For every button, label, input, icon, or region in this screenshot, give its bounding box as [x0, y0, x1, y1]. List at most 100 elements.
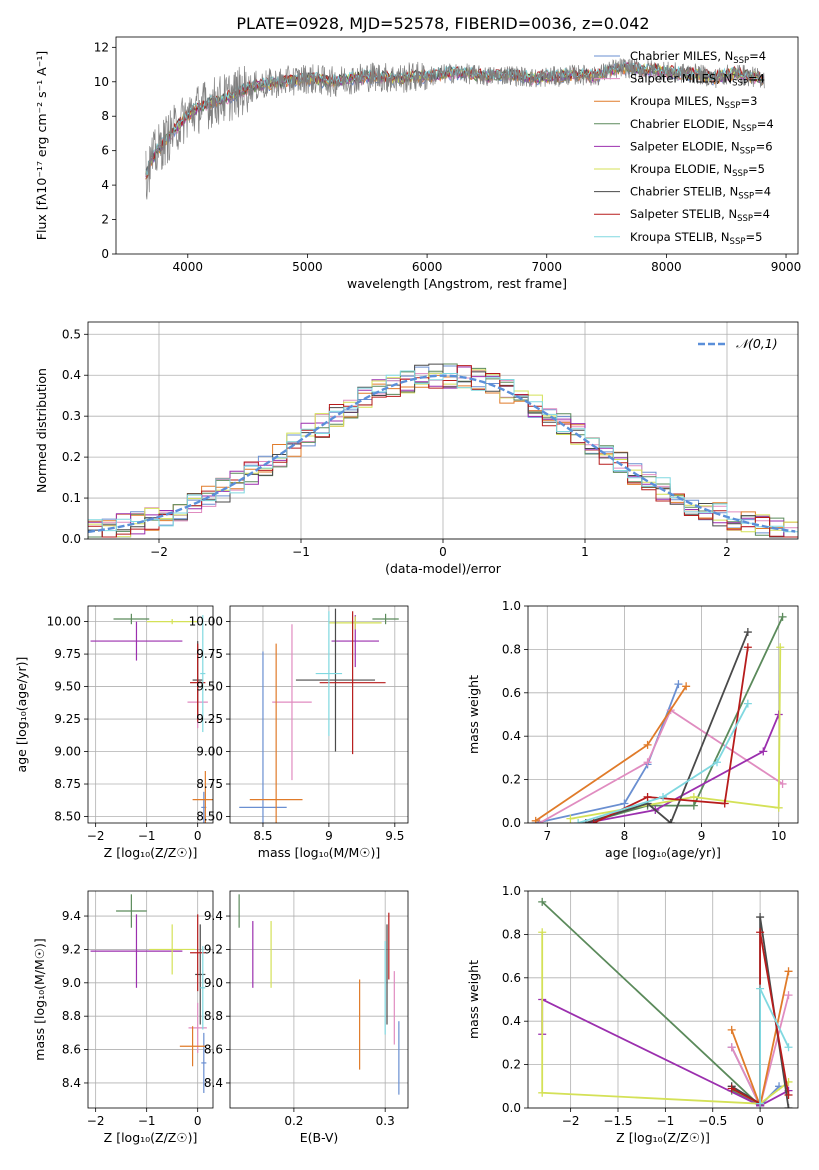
x-tick-label: 9 — [325, 829, 333, 843]
y-tick-label: 9.25 — [196, 712, 223, 726]
weight-line-7 — [593, 647, 749, 823]
weight-marker — [538, 928, 547, 937]
histogram-7 — [88, 365, 798, 538]
metallicity-age-panel: −2 −1 0 8.50 8.75 9.00 9.25 9.50 9.75 10.00 Z [log… — [14, 605, 214, 860]
y-tick-label: 0.3 — [62, 409, 81, 423]
x-axis-label: (data-model)/error — [385, 561, 502, 576]
axes-frame — [527, 605, 799, 824]
y-tick-label: 8.8 — [62, 1009, 81, 1023]
y-tick-label: 9.50 — [196, 680, 223, 694]
plot-area — [538, 897, 793, 1108]
weight-marker — [538, 897, 547, 906]
y-tick-label: 9.00 — [196, 745, 223, 759]
legend-suffix: =5 — [745, 230, 762, 244]
x-tick-label: 7 — [543, 829, 551, 843]
x-tick-label: −2 — [87, 1114, 105, 1128]
axes: −2 −1 0 8.50 8.75 9.00 9.25 9.50 9.75 10.00 Z [log… — [14, 605, 214, 860]
weight-marker — [727, 1084, 736, 1093]
legend-suffix: =6 — [756, 139, 773, 153]
legend-label: 𝒩(0,1) — [736, 336, 778, 351]
y-tick-label: 0.4 — [502, 729, 521, 743]
x-tick-label: −2 — [562, 1114, 580, 1128]
x-tick-label: −2 — [87, 829, 105, 843]
figure-title: PLATE=0928, MJD=52578, FIBERID=0036, z=0… — [236, 14, 649, 33]
weight-marker — [720, 799, 729, 808]
legend-label: Kroupa STELIB, NSSP=5 — [630, 230, 762, 247]
grid — [88, 322, 798, 540]
x-tick-label: 9000 — [771, 260, 802, 274]
weight-marker — [589, 819, 598, 823]
axes-frame — [87, 321, 799, 540]
y-tick-label: 8.50 — [54, 810, 81, 824]
legend-sub: SSP — [737, 214, 753, 224]
spectrum-panel: 4000 5000 6000 7000 8000 9000 0 2 4 6 8 10 12 wavelen… — [34, 36, 802, 291]
x-tick-label: 0.2 — [284, 1114, 303, 1128]
y-tick-label: 6 — [101, 144, 109, 158]
x-tick-label: 8.5 — [253, 829, 272, 843]
plot-area — [90, 613, 213, 823]
y-tick-label: 9.2 — [62, 942, 81, 956]
weight-line-4 — [585, 714, 780, 823]
y-tick-label: 9.0 — [62, 976, 81, 990]
weight-marker — [778, 779, 787, 788]
y-tick-label: 2 — [101, 213, 109, 227]
y-tick-label: 1.0 — [502, 884, 521, 898]
legend-label: Chabrier ELODIE, NSSP=4 — [630, 117, 774, 134]
y-tick-label: 9.2 — [204, 942, 223, 956]
y-axis-label: Flux [fλ10⁻¹⁷ erg cm⁻² s⁻¹ A⁻¹] — [34, 51, 49, 240]
weight-marker — [774, 803, 783, 812]
grid — [88, 606, 213, 823]
legend-sub: SSP — [733, 56, 749, 66]
x-axis-label: Z [log₁₀(Z/Z☉)] — [104, 1130, 198, 1145]
weight-marker — [727, 1043, 736, 1052]
y-tick-label: 12 — [94, 40, 109, 54]
x-axis-label: Z [log₁₀(Z/Z☉)] — [104, 845, 198, 860]
axes: −2 −1.5 −1 −0.5 0 0.0 0.2 0.4 0.6 0.8 1.0 Z [log₁₀(… — [466, 884, 799, 1145]
weight-marker — [743, 628, 752, 637]
legend-sub: SSP — [732, 169, 748, 179]
extinction-mass-panel: 0.2 0.3 8.4 8.6 8.8 9.0 9.2 9.4 E(B-V) — [204, 890, 409, 1145]
y-tick-label: 8.8 — [204, 1009, 223, 1023]
y-tick-label: 0.4 — [62, 368, 81, 382]
y-tick-label: 9.0 — [204, 976, 223, 990]
x-tick-label: 0.3 — [376, 1114, 395, 1128]
y-tick-label: 9.75 — [196, 647, 223, 661]
axes: −2 −1 0 8.4 8.6 8.8 9.0 9.2 9.4 Z [log₁₀(Z/Z☉)] ma… — [32, 890, 214, 1145]
plot-area — [531, 612, 787, 823]
metallicity-weight-panel: −2 −1.5 −1 −0.5 0 0.0 0.2 0.4 0.6 0.8 1.0 Z [log₁₀(… — [466, 884, 799, 1145]
legend-label: Chabrier STELIB, NSSP=4 — [630, 185, 771, 202]
x-tick-label: 10 — [771, 829, 786, 843]
weight-marker — [566, 814, 575, 823]
y-axis-label: age [log₁₀(age/yr)] — [14, 657, 29, 773]
mass-age-panel: 8.5 9 9.5 8.50 8.75 9.00 9.25 9.50 9.75 10.00 mass… — [189, 605, 409, 860]
x-tick-label: −1 — [657, 1114, 675, 1128]
y-tick-label: 0.2 — [62, 450, 81, 464]
x-tick-label: 8000 — [651, 260, 682, 274]
legend-suffix: =4 — [753, 207, 770, 221]
x-tick-label: 1 — [581, 545, 589, 559]
y-tick-label: 1.0 — [502, 599, 521, 613]
axes: 0.2 0.3 8.4 8.6 8.8 9.0 9.2 9.4 E(B-V) — [204, 890, 409, 1145]
legend-sub: SSP — [738, 192, 754, 202]
weight-line-3 — [541, 901, 761, 1107]
legend-suffix: =4 — [749, 49, 766, 63]
y-tick-label: 8.75 — [196, 777, 223, 791]
weight-marker — [659, 792, 667, 801]
y-axis-label: mass [log₁₀(M/M☉)] — [32, 938, 47, 1060]
weight-marker — [756, 928, 765, 937]
x-tick-label: 0 — [194, 829, 202, 843]
y-tick-label: 10 — [94, 75, 109, 89]
legend-suffix: =3 — [740, 94, 757, 108]
residuals-panel: −2 −1 0 1 2 0.0 0.1 0.2 0.3 0.4 0.5 (data-model)/er… — [34, 321, 799, 576]
weight-marker — [689, 801, 698, 810]
x-tick-label: −1 — [292, 545, 310, 559]
weight-line-8 — [577, 703, 749, 823]
weight-marker — [756, 984, 765, 993]
x-axis-label: age [log₁₀(age/yr)] — [605, 845, 721, 860]
legend-sub: SSP — [741, 124, 757, 134]
y-tick-label: 9.50 — [54, 680, 81, 694]
plot-area — [90, 894, 207, 1093]
y-tick-label: 9.75 — [54, 647, 81, 661]
x-tick-label: 5000 — [292, 260, 323, 274]
